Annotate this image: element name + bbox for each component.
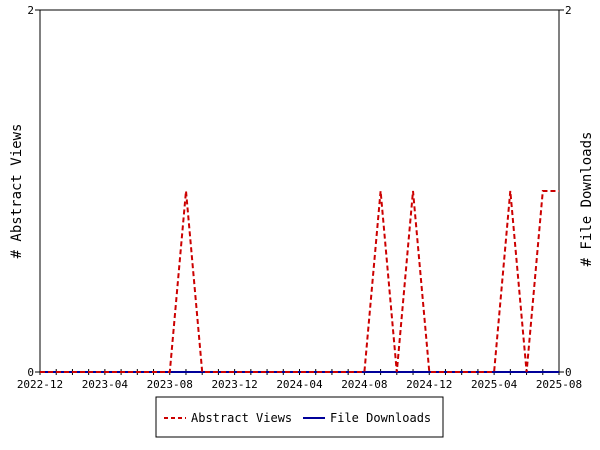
y-left-tick-label: 0: [27, 366, 34, 379]
series-layer: [40, 190, 559, 373]
x-tick-label: 2022-12: [17, 378, 63, 391]
legend-label-file-downloads: File Downloads: [330, 411, 431, 425]
x-axis-ticks: 2022-12 2023-04 2023-08 2023-12 2024-04 2024-…: [17, 369, 582, 391]
x-tick-label: 2025-08: [536, 378, 582, 391]
x-tick-label: 2023-12: [211, 378, 257, 391]
y-left-tick-label: 2: [27, 4, 34, 17]
y-right-tick-label: 0: [565, 366, 572, 379]
right-axis-title: # File Downloads: [579, 132, 595, 267]
left-axis-title: # Abstract Views: [9, 124, 25, 259]
x-tick-label: 2025-04: [471, 378, 518, 391]
x-tick-label: 2024-12: [406, 378, 452, 391]
legend: Abstract Views File Downloads: [155, 396, 444, 438]
legend-box: [155, 396, 444, 438]
x-tick-label: 2023-08: [147, 378, 193, 391]
legend-label-abstract-views: Abstract Views: [191, 411, 292, 425]
x-tick-label: 2024-04: [276, 378, 323, 391]
series-line-abstract-views: [40, 190, 559, 373]
x-tick-label: 2023-04: [82, 378, 129, 391]
plot-area: [39, 9, 560, 373]
y-right-tick-label: 2: [565, 4, 572, 17]
x-tick-label: 2024-08: [341, 378, 387, 391]
y-axis-ticks: 0 0 2 2: [27, 4, 571, 379]
